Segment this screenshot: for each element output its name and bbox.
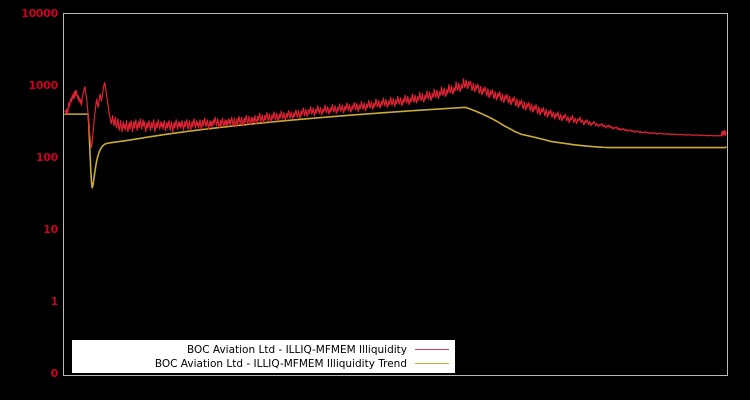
series-canvas <box>64 78 727 189</box>
legend-entry-illiquidity: BOC Aviation Ltd - ILLIQ-MFMEM Illiquidi… <box>72 343 449 357</box>
y-tick-label-10000: 10000 <box>21 7 58 20</box>
series-line-illiquidity <box>64 78 727 148</box>
y-tick-label-10: 10 <box>43 223 58 236</box>
legend-swatch-illiquidity <box>415 349 449 350</box>
series-line-illiquidity-trend <box>64 106 727 189</box>
plot-area <box>63 13 728 376</box>
y-tick-label-100: 100 <box>35 151 58 164</box>
chart-legend: BOC Aviation Ltd - ILLIQ-MFMEM Illiquidi… <box>72 340 455 373</box>
legend-entry-illiquidity-trend: BOC Aviation Ltd - ILLIQ-MFMEM Illiquidi… <box>72 357 449 371</box>
y-tick-label-1000: 1000 <box>28 79 59 92</box>
legend-label-illiquidity: BOC Aviation Ltd - ILLIQ-MFMEM Illiquidi… <box>186 343 407 356</box>
legend-label-illiquidity-trend: BOC Aviation Ltd - ILLIQ-MFMEM Illiquidi… <box>154 357 407 370</box>
y-tick-label-1: 1 <box>50 295 59 308</box>
legend-swatch-illiquidity-trend <box>415 363 449 364</box>
y-tick-label-0: 0 <box>50 367 59 380</box>
